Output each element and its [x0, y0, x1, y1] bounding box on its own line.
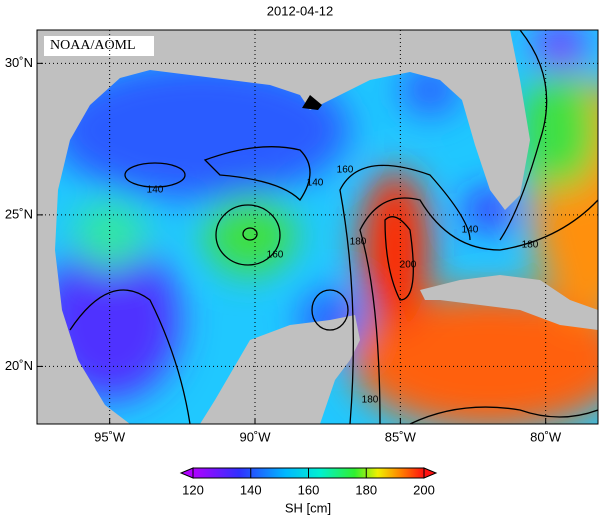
contour-label: 140 [462, 225, 479, 236]
contour-label: 140 [307, 178, 324, 189]
x-tick-label: 90˚W [239, 429, 271, 444]
contour-label: 160 [337, 165, 354, 176]
watermark-box [44, 36, 154, 56]
map-frame [36, 29, 599, 425]
colorbar-tick-label: 200 [413, 482, 435, 497]
contour-label: 200 [400, 260, 417, 271]
x-tick-label: 85˚W [385, 429, 417, 444]
colorbar-tick-label: 140 [240, 482, 262, 497]
colorbar-tick-label: 120 [182, 482, 204, 497]
title: 2012-04-12 [267, 3, 334, 18]
contour-label: 160 [267, 250, 284, 261]
colorbar-label: SH [cm] [285, 500, 331, 515]
sea-height-field [37, 30, 598, 424]
x-tick-label: 95˚W [94, 429, 126, 444]
contour-label: 180 [522, 240, 539, 251]
contour-label: 180 [350, 237, 367, 248]
colorbar-tick-label: 160 [298, 482, 320, 497]
watermark: NOAA/AOML [50, 38, 136, 53]
x-tick-label: 80˚W [530, 429, 562, 444]
y-tick-label: 25˚N [5, 206, 33, 221]
colorbar-extend [423, 467, 438, 479]
y-tick-label: 30˚N [5, 55, 33, 70]
y-tick-label: 20˚N [5, 358, 33, 373]
colorbar-extend [179, 467, 194, 479]
colorbar-tick-label: 180 [355, 482, 377, 497]
contour-label: 140 [147, 185, 164, 196]
contour-label: 180 [362, 395, 379, 406]
